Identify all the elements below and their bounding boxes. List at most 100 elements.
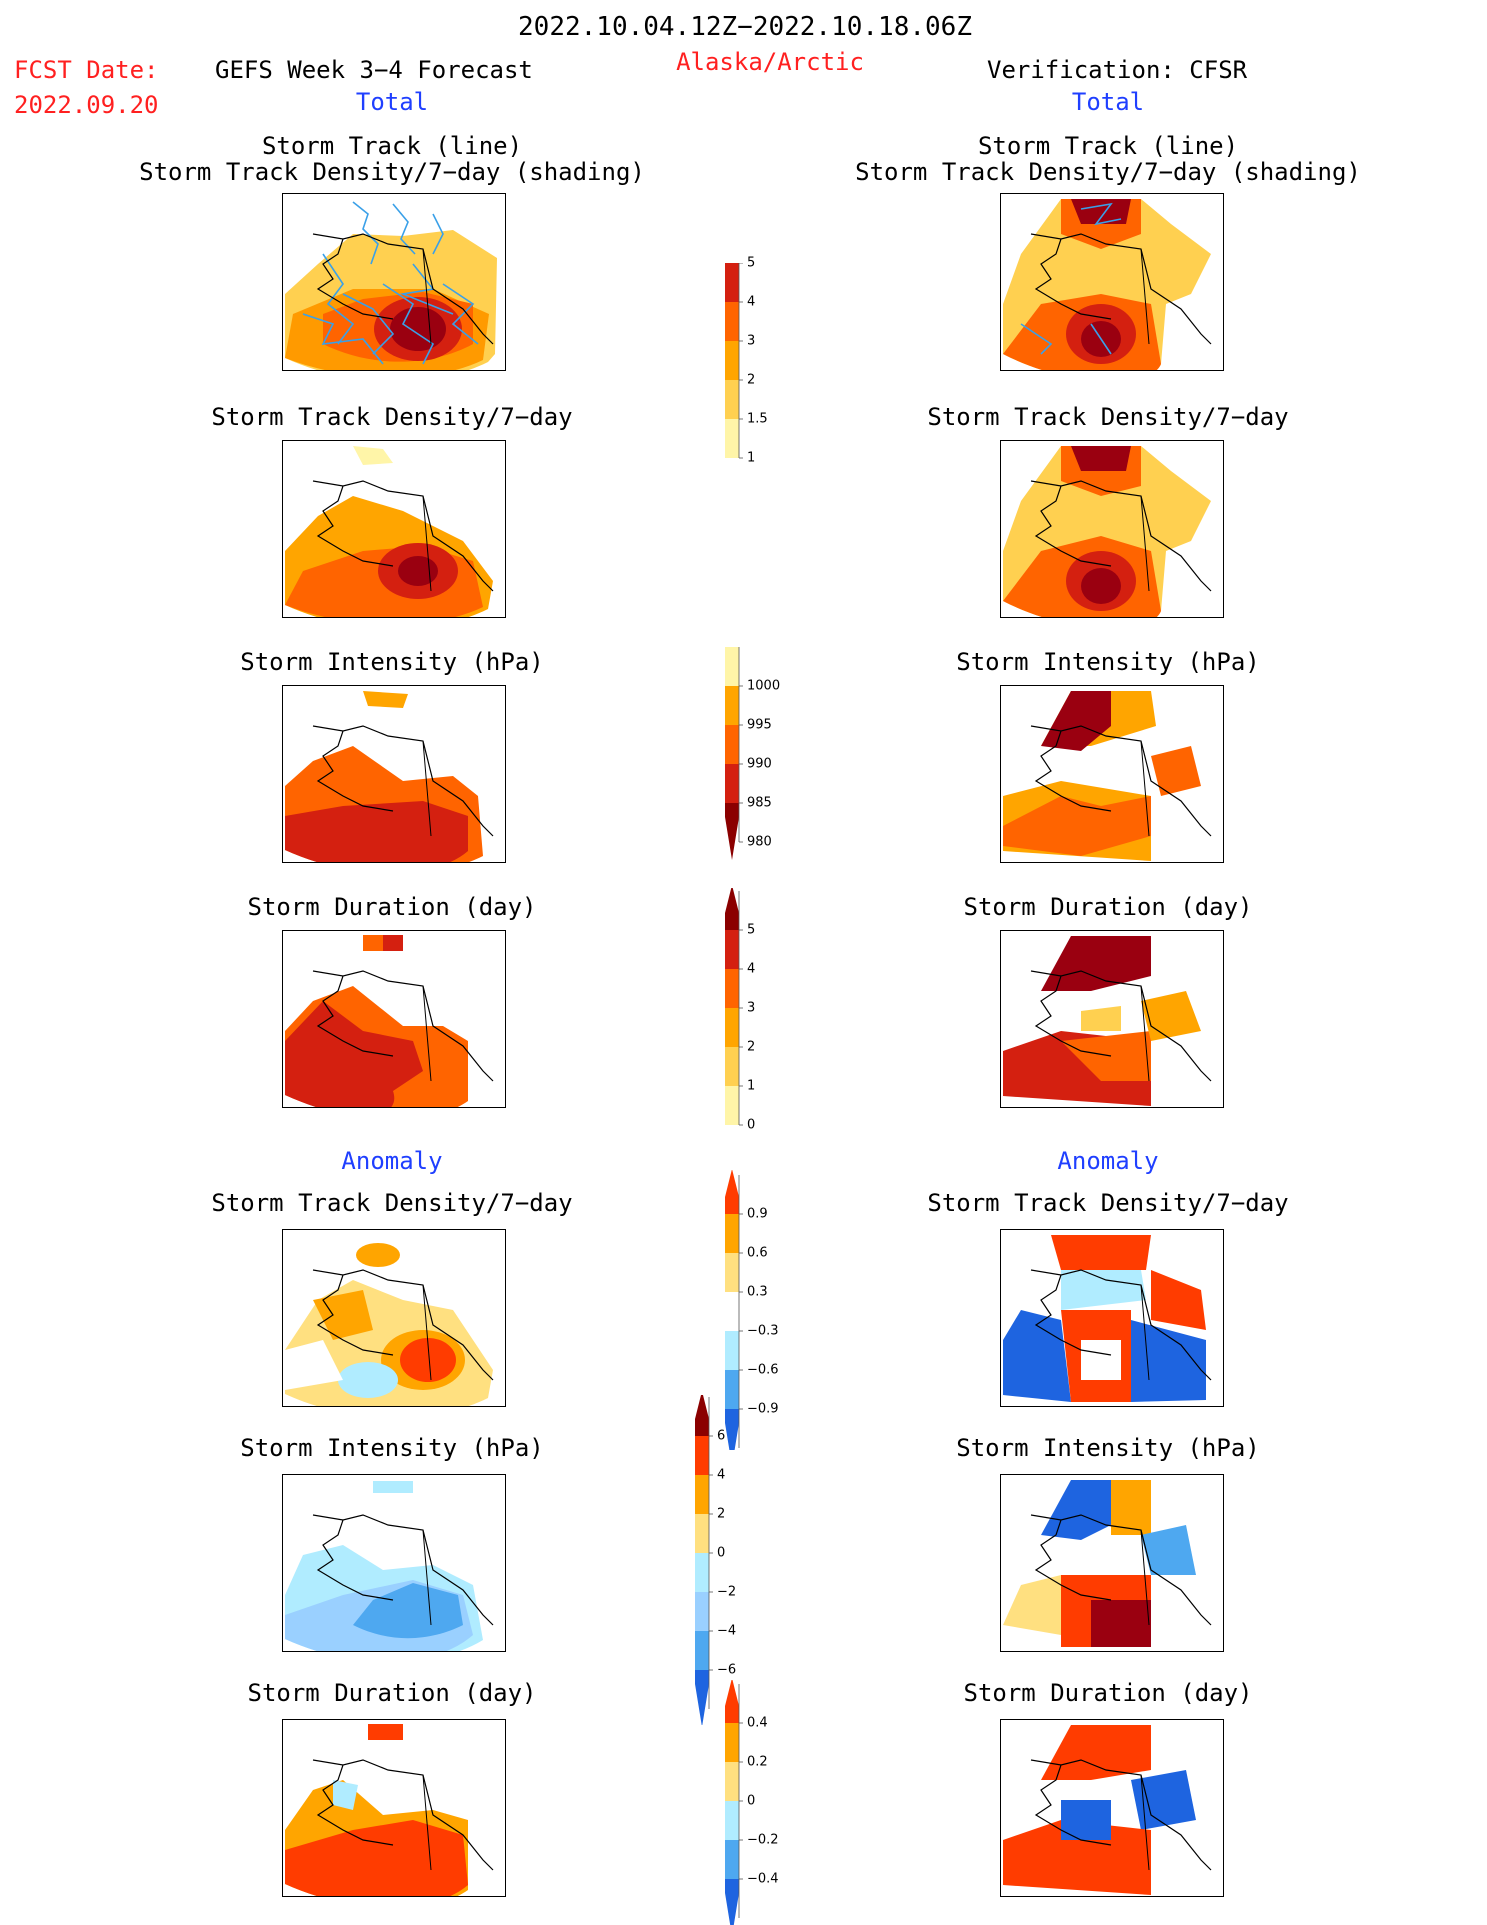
colorbar-swatch (695, 1395, 709, 1436)
colorbar-label: 0.6 (747, 1245, 768, 1261)
colorbar-label: 2 (717, 1506, 726, 1522)
title-duration-left: Storm Duration (day) (247, 893, 537, 921)
title-duration-anom-left: Storm Duration (day) (247, 1679, 537, 1707)
colorbar-label: 4 (717, 1467, 726, 1483)
colorbar-label: 4 (747, 961, 756, 977)
colorbar-label: 0.9 (747, 1206, 768, 1222)
colorbar-label: 0 (747, 1793, 756, 1809)
colorbar-swatch (725, 1680, 739, 1723)
colorbar-label: 2 (747, 1039, 756, 1055)
map-density-anomaly-forecast (282, 1229, 506, 1407)
colorbar-label: −0.3 (747, 1323, 779, 1339)
colorbar-swatch (695, 1631, 709, 1670)
colorbar-density-anomaly: 0.9 0.6 0.3 −0.3 −0.6 −0.9 (725, 1170, 785, 1450)
colorbar-swatch (725, 930, 739, 969)
colorbar-label: −0.4 (747, 1871, 779, 1887)
anomaly-right-label: Anomaly (1057, 1147, 1159, 1175)
colorbar-swatch (695, 1670, 709, 1725)
colorbar-swatch (725, 1409, 739, 1450)
colorbar-swatch (725, 764, 739, 803)
colorbar-swatch (725, 1801, 739, 1840)
colorbar-swatch (725, 1170, 739, 1214)
colorbar-swatch (725, 1008, 739, 1047)
title-density-anom-left: Storm Track Density/7−day (211, 1189, 573, 1217)
colorbar-swatch (725, 1214, 739, 1253)
colorbar-swatch (695, 1436, 709, 1475)
fcst-date-label: FCST Date: (14, 56, 159, 84)
colorbar-swatch (725, 686, 739, 725)
colorbar-label: 985 (747, 795, 772, 811)
anomaly-left-label: Anomaly (341, 1147, 443, 1175)
map-intensity-anomaly-forecast (282, 1474, 506, 1652)
colorbar-swatch (725, 1331, 739, 1370)
title-intensity-anom-left: Storm Intensity (hPa) (240, 1434, 544, 1462)
colorbar-swatch (695, 1592, 709, 1631)
colorbar-duration-total: 5 4 3 2 1 0 (725, 888, 785, 1168)
verification-title: Verification: CFSR (987, 56, 1248, 84)
map-intensity-anomaly-verification (1000, 1474, 1224, 1652)
colorbar-swatch (725, 1879, 739, 1925)
map-track-forecast (282, 193, 506, 371)
colorbar-label: 4 (747, 294, 756, 310)
colorbar-label: 1 (747, 450, 756, 466)
colorbar-label: 0.3 (747, 1284, 768, 1300)
total-right-label: Total (1071, 88, 1145, 116)
map-track-verification (1000, 193, 1224, 371)
colorbar-label: 0 (717, 1545, 726, 1561)
title-duration-right: Storm Duration (day) (963, 893, 1253, 921)
colorbar-swatch (725, 1047, 739, 1086)
colorbar-swatch (725, 888, 739, 930)
colorbar-swatch (725, 1840, 739, 1879)
colorbar-duration-anomaly: 0.4 0.2 0 −0.2 −0.4 (725, 1680, 785, 1925)
colorbar-swatch (725, 969, 739, 1008)
colorbar-swatch (695, 1514, 709, 1553)
colorbar-swatch (725, 1292, 739, 1331)
colorbar-swatch (695, 1553, 709, 1592)
colorbar-swatch (725, 647, 739, 686)
map-duration-forecast (282, 930, 506, 1108)
title-track-shading-right: Storm Track Density/7−day (shading) (855, 158, 1361, 186)
colorbar-label: 980 (747, 834, 772, 850)
total-left-label: Total (355, 88, 429, 116)
colorbar-intensity-total: 1000 995 990 985 980 (725, 640, 785, 880)
colorbar-swatch (695, 1475, 709, 1514)
map-density-verification (1000, 440, 1224, 618)
colorbar-swatch (725, 1086, 739, 1125)
colorbar-label: 5 (747, 922, 756, 938)
colorbar-swatch (725, 302, 739, 341)
colorbar-label: 0.2 (747, 1754, 768, 1770)
colorbar-swatch (725, 1253, 739, 1292)
map-intensity-forecast (282, 685, 506, 863)
title-intensity-anom-right: Storm Intensity (hPa) (956, 1434, 1260, 1462)
colorbar-label: −0.6 (747, 1362, 779, 1378)
colorbar-swatch (725, 419, 739, 458)
colorbar-label: 3 (747, 333, 756, 349)
colorbar-label: 990 (747, 756, 772, 772)
colorbar-label: −2 (717, 1584, 737, 1600)
map-duration-anomaly-forecast (282, 1719, 506, 1897)
map-duration-verification (1000, 930, 1224, 1108)
colorbar-swatch (725, 1762, 739, 1801)
map-intensity-verification (1000, 685, 1224, 863)
title-density-anom-right: Storm Track Density/7−day (927, 1189, 1289, 1217)
title-intensity-right: Storm Intensity (hPa) (956, 648, 1260, 676)
colorbar-density-total: 5 4 3 2 1.5 1 (725, 256, 785, 543)
colorbar-swatch (725, 725, 739, 764)
colorbar-label: 1.5 (747, 411, 768, 427)
colorbar-label: 1 (747, 1078, 756, 1094)
colorbar-label: 2 (747, 372, 756, 388)
title-track-line-right: Storm Track (line) (977, 132, 1239, 160)
colorbar-swatch (725, 380, 739, 419)
fcst-date-value: 2022.09.20 (14, 91, 159, 119)
title-track-shading-left: Storm Track Density/7−day (shading) (139, 158, 645, 186)
colorbar-label: −6 (717, 1662, 737, 1678)
colorbar-label: −0.2 (747, 1832, 779, 1848)
title-track-line-left: Storm Track (line) (261, 132, 523, 160)
colorbar-swatch (725, 803, 739, 860)
colorbar-label: 3 (747, 1000, 756, 1016)
colorbar-label: −0.9 (747, 1401, 779, 1417)
colorbar-label: −4 (717, 1623, 737, 1639)
colorbar-label: 0 (747, 1117, 756, 1133)
colorbar-intensity-anomaly: 6 4 2 0 −2 −4 −6 (695, 1395, 755, 1725)
forecast-title: GEFS Week 3−4 Forecast (215, 56, 533, 84)
